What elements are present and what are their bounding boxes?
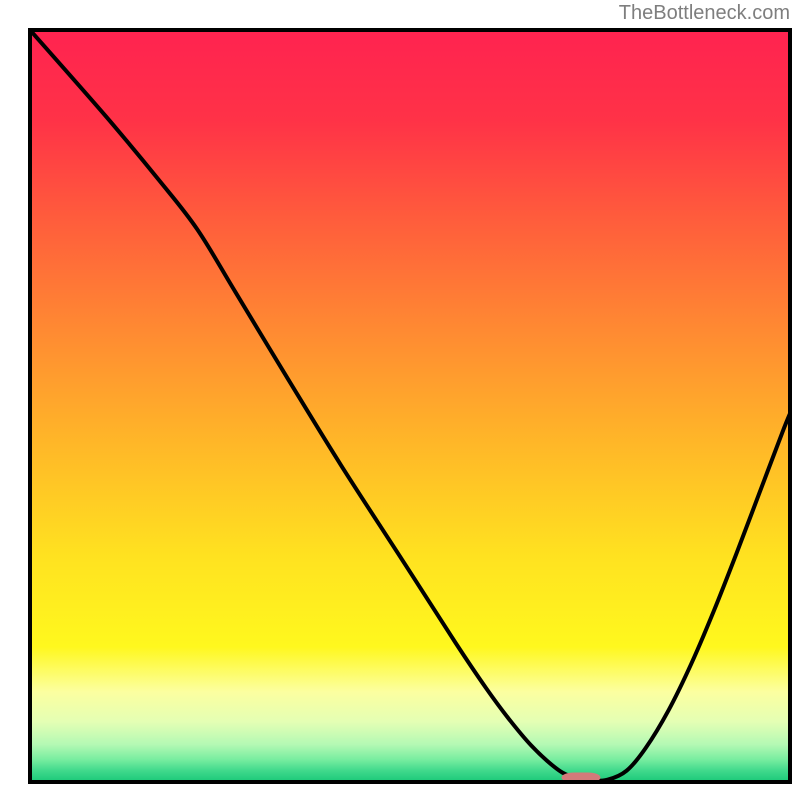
watermark-label: TheBottleneck.com (619, 2, 790, 25)
chart-svg (0, 0, 800, 800)
bottleneck-chart (0, 0, 800, 800)
chart-background (30, 30, 790, 782)
